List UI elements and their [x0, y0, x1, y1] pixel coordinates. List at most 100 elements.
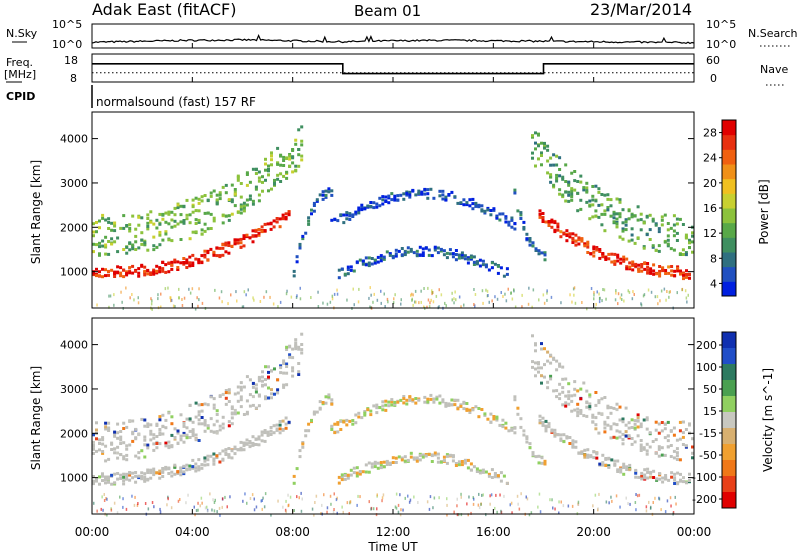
heatmap-cell: [285, 365, 289, 368]
heatmap-cell: [586, 448, 590, 452]
heatmap-cell: [155, 226, 159, 230]
heatmap-cell: [645, 418, 649, 422]
heatmap-cell: [246, 501, 248, 505]
heatmap-cell: [346, 473, 350, 477]
heatmap-cell: [227, 198, 231, 202]
heatmap-cell: [294, 341, 298, 345]
heatmap-cell: [459, 403, 463, 407]
heatmap-cell: [212, 498, 214, 502]
heatmap-cell: [519, 417, 523, 421]
heatmap-cell: [609, 436, 613, 440]
heatmap-cell: [345, 217, 349, 221]
heatmap-cell: [296, 294, 298, 298]
heatmap-cell: [191, 434, 195, 438]
heatmap-cell: [364, 256, 368, 260]
heatmap-cell: [155, 424, 159, 427]
heatmap-cell: [603, 288, 606, 292]
heatmap-cell: [384, 408, 388, 412]
heatmap-cell: [170, 433, 174, 437]
heatmap-cell: [382, 257, 386, 261]
heatmap-cell: [658, 271, 662, 275]
colorbar-swatch: [722, 380, 736, 397]
heatmap-cell: [227, 388, 231, 392]
heatmap-cell: [658, 265, 662, 268]
heatmap-cell: [655, 272, 659, 276]
heatmap-cell: [436, 246, 440, 250]
heatmap-cell: [215, 246, 219, 250]
heatmap-cell: [460, 254, 464, 258]
heatmap-cell: [549, 156, 553, 160]
heatmap-cell: [485, 513, 487, 517]
heatmap-cell: [185, 417, 189, 421]
heatmap-cell: [324, 193, 328, 197]
heatmap-cell: [257, 379, 261, 383]
heatmap-cell: [224, 448, 228, 452]
heatmap-cell: [400, 456, 404, 460]
heatmap-cell: [466, 458, 470, 462]
heatmap-cell: [555, 368, 559, 372]
heatmap-cell: [477, 205, 481, 209]
heatmap-cell: [586, 251, 590, 254]
heatmap-cell: [113, 481, 117, 485]
heatmap-cell: [681, 287, 684, 291]
heatmap-cell: [435, 294, 438, 298]
heatmap-cell: [227, 447, 231, 450]
heatmap-cell: [300, 332, 304, 336]
heatmap-cell: [469, 462, 473, 466]
heatmap-cell: [170, 299, 172, 303]
heatmap-cell: [685, 273, 688, 276]
heatmap-cell: [342, 221, 346, 225]
y-tick-label: 4000: [60, 133, 88, 146]
heatmap-cell: [616, 470, 620, 473]
heatmap-cell: [101, 474, 104, 478]
heatmap-cell: [149, 210, 153, 214]
heatmap-cell: [206, 198, 210, 202]
heatmap-cell: [490, 468, 494, 472]
heatmap-cell: [621, 298, 623, 301]
heatmap-cell: [336, 288, 338, 292]
heatmap-cell: [491, 299, 493, 303]
heatmap-cell: [640, 265, 644, 269]
heatmap-cell: [576, 410, 580, 414]
heatmap-cell: [182, 470, 186, 474]
heatmap-cell: [537, 144, 540, 148]
heatmap-cell: [224, 396, 228, 400]
heatmap-cell: [300, 143, 304, 147]
heatmap-cell: [98, 448, 101, 452]
heatmap-cell: [376, 507, 378, 511]
heatmap-cell: [254, 234, 258, 238]
heatmap-cell: [182, 433, 186, 437]
heatmap-cell: [275, 217, 279, 220]
heatmap-cell: [179, 434, 183, 438]
heatmap-cell: [640, 269, 644, 273]
heatmap-cell: [233, 204, 237, 208]
heatmap-cell: [125, 453, 129, 457]
heatmap-cell: [555, 389, 559, 393]
heatmap-cell: [236, 238, 240, 242]
heatmap-cell: [558, 397, 562, 401]
heatmap-cell: [179, 213, 183, 217]
heatmap-cell: [492, 208, 496, 212]
heatmap-cell: [574, 445, 578, 449]
heatmap-cell: [104, 243, 108, 247]
heatmap-cell: [634, 468, 638, 472]
heatmap-cell: [657, 244, 661, 248]
heatmap-cell: [182, 440, 186, 444]
heatmap-cell: [313, 513, 315, 517]
heatmap-cell: [120, 290, 122, 294]
heatmap-cell: [588, 217, 592, 221]
heatmap-cell: [505, 481, 509, 485]
heatmap-cell: [549, 175, 553, 179]
heatmap-cell: [298, 246, 302, 250]
heatmap-cell: [137, 271, 141, 275]
heatmap-cell: [281, 213, 285, 217]
heatmap-cell: [209, 492, 211, 496]
heatmap-cell: [679, 269, 682, 273]
heatmap-cell: [200, 228, 204, 232]
heatmap-cell: [151, 307, 153, 311]
heatmap-cell: [615, 429, 619, 433]
heatmap-cell: [463, 254, 467, 258]
heatmap-cell: [188, 417, 192, 421]
heatmap-cell: [92, 433, 95, 437]
heatmap-cell: [636, 419, 640, 423]
